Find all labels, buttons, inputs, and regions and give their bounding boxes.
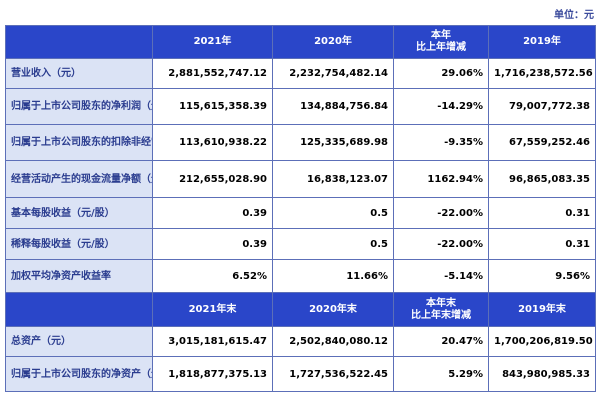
value-2021: 3,015,181,615.47 xyxy=(152,326,273,357)
table-row: 归属于上市公司股东的扣除非经常性损益的净利润 113,610,938.22 12… xyxy=(5,124,596,161)
row-label: 经营活动产生的现金流量净额（元） xyxy=(5,160,153,198)
header-2020-end: 2020年末 xyxy=(272,292,394,327)
value-2019: 1,700,206,819.50 xyxy=(488,326,596,357)
table-row: 稀释每股收益（元/股） 0.39 0.5 -22.00% 0.31 xyxy=(5,228,596,260)
table-header-row: 2021年 2020年 本年 比上年增减 2019年 xyxy=(5,25,596,59)
unit-label: 单位：元 xyxy=(554,10,594,21)
value-2019: 0.31 xyxy=(488,197,596,229)
header-change: 本年 比上年增减 xyxy=(393,25,489,59)
value-change: -22.00% xyxy=(393,197,489,229)
value-2021: 212,655,028.90 xyxy=(152,160,273,198)
value-change: 5.29% xyxy=(393,356,489,392)
value-2020: 16,838,123.07 xyxy=(272,160,394,198)
table-header-row: 2021年末 2020年末 本年末 比上年末增减 2019年末 xyxy=(5,292,596,327)
value-change: -5.14% xyxy=(393,259,489,293)
financial-table: 2021年 2020年 本年 比上年增减 2019年 营业收入（元） 2,881… xyxy=(5,25,596,392)
header-blank-cell xyxy=(5,25,153,59)
value-2019: 0.31 xyxy=(488,228,596,260)
value-2020: 11.66% xyxy=(272,259,394,293)
value-change: -14.29% xyxy=(393,88,489,125)
value-2021: 115,615,358.39 xyxy=(152,88,273,125)
row-label: 归属于上市公司股东的净利润（元） xyxy=(5,88,153,125)
table-row: 加权平均净资产收益率 6.52% 11.66% -5.14% 9.56% xyxy=(5,259,596,293)
value-2021: 1,818,877,375.13 xyxy=(152,356,273,392)
value-change: 29.06% xyxy=(393,58,489,89)
value-change: 20.47% xyxy=(393,326,489,357)
row-label: 加权平均净资产收益率 xyxy=(5,259,153,293)
header-change-end-line1: 本年末 xyxy=(426,297,456,309)
value-2021: 113,610,938.22 xyxy=(152,124,273,161)
value-2019: 79,007,772.38 xyxy=(488,88,596,125)
value-2020: 134,884,756.84 xyxy=(272,88,394,125)
value-2020: 0.5 xyxy=(272,197,394,229)
header-blank-cell xyxy=(5,292,153,327)
value-2021: 2,881,552,747.12 xyxy=(152,58,273,89)
table-row: 营业收入（元） 2,881,552,747.12 2,232,754,482.1… xyxy=(5,58,596,89)
value-2019: 96,865,083.35 xyxy=(488,160,596,198)
value-2019: 1,716,238,572.56 xyxy=(488,58,596,89)
value-2019: 843,980,985.33 xyxy=(488,356,596,392)
header-change-line2: 比上年增减 xyxy=(416,42,466,53)
value-change: -9.35% xyxy=(393,124,489,161)
value-2019: 67,559,252.46 xyxy=(488,124,596,161)
header-2019: 2019年 xyxy=(488,25,596,59)
value-2020: 2,502,840,080.12 xyxy=(272,326,394,357)
header-2020: 2020年 xyxy=(272,25,394,59)
row-label: 总资产（元） xyxy=(5,326,153,357)
table-row: 基本每股收益（元/股） 0.39 0.5 -22.00% 0.31 xyxy=(5,197,596,229)
value-2021: 0.39 xyxy=(152,197,273,229)
value-2021: 0.39 xyxy=(152,228,273,260)
value-change: 1162.94% xyxy=(393,160,489,198)
value-2019: 9.56% xyxy=(488,259,596,293)
table-row: 总资产（元） 3,015,181,615.47 2,502,840,080.12… xyxy=(5,326,596,357)
table-row: 归属于上市公司股东的净利润（元） 115,615,358.39 134,884,… xyxy=(5,88,596,125)
table-row: 归属于上市公司股东的净资产（元） 1,818,877,375.13 1,727,… xyxy=(5,356,596,392)
row-label: 归属于上市公司股东的扣除非经常性损益的净利润 xyxy=(5,124,153,161)
header-change-end: 本年末 比上年末增减 xyxy=(393,292,489,327)
row-label: 营业收入（元） xyxy=(5,58,153,89)
value-2021: 6.52% xyxy=(152,259,273,293)
row-label: 归属于上市公司股东的净资产（元） xyxy=(5,356,153,392)
value-change: -22.00% xyxy=(393,228,489,260)
value-2020: 2,232,754,482.14 xyxy=(272,58,394,89)
row-label: 稀释每股收益（元/股） xyxy=(5,228,153,260)
header-change-line1: 本年 xyxy=(431,30,451,41)
header-change-end-line2: 比上年末增减 xyxy=(411,309,471,321)
header-2021-end: 2021年末 xyxy=(152,292,273,327)
header-2019-end: 2019年末 xyxy=(488,292,596,327)
value-2020: 1,727,536,522.45 xyxy=(272,356,394,392)
value-2020: 0.5 xyxy=(272,228,394,260)
table-row: 经营活动产生的现金流量净额（元） 212,655,028.90 16,838,1… xyxy=(5,160,596,198)
row-label: 基本每股收益（元/股） xyxy=(5,197,153,229)
header-2021: 2021年 xyxy=(152,25,273,59)
value-2020: 125,335,689.98 xyxy=(272,124,394,161)
